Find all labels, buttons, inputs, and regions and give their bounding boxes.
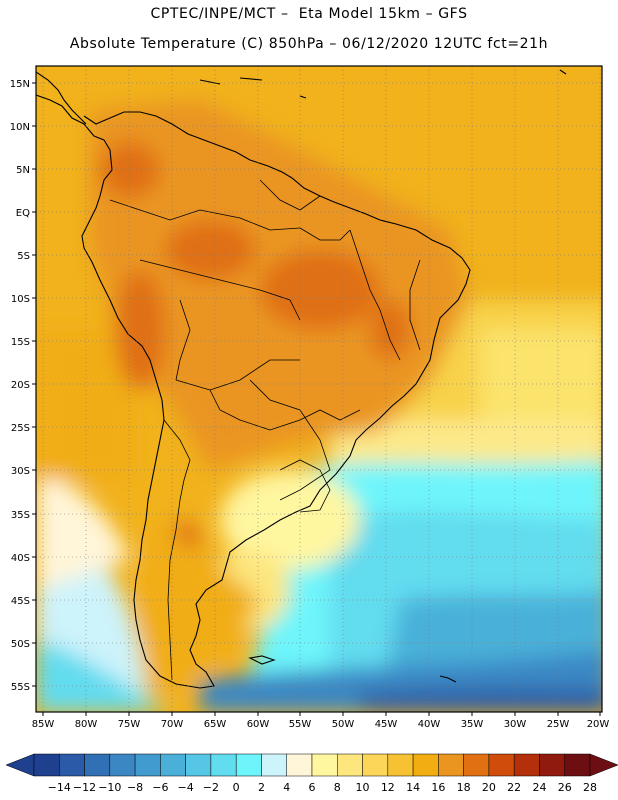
lon-label: 45W: [375, 719, 398, 730]
lon-label: 85W: [32, 719, 55, 730]
colorbar-label: 22: [507, 781, 521, 794]
colorbar-label: 2: [258, 781, 265, 794]
lon-label: 70W: [161, 719, 184, 730]
colorbar-label: −14: [48, 781, 71, 794]
lat-label: 50S: [11, 639, 30, 650]
colorbar-label: 12: [381, 781, 395, 794]
colorbar-label: −10: [98, 781, 121, 794]
lat-label: 55S: [11, 682, 30, 693]
colorbar-label: −6: [152, 781, 168, 794]
colorbar-segment: [286, 753, 313, 777]
colorbar-segment: [463, 753, 490, 777]
colorbar-label: 18: [457, 781, 471, 794]
lon-label: 50W: [332, 719, 355, 730]
lat-label: 10S: [11, 294, 30, 305]
colorbar-segment: [160, 753, 186, 777]
colorbar: −14 −12 −10 −8 −6 −4 −2 0 2 4 6 8 10 12 14 16 18 20 22 24 26…: [5, 753, 618, 794]
colorbar-segment: [109, 753, 136, 777]
map-title: CPTEC/INPE/MCT – Eta Model 15km – GFS: [150, 6, 468, 22]
lat-label: 40S: [11, 553, 30, 564]
lon-label: 35W: [461, 719, 484, 730]
lat-label: 5S: [17, 251, 30, 262]
lon-label: 30W: [504, 719, 527, 730]
lat-label: EQ: [16, 208, 30, 219]
lon-labels: 85W 80W 75W 70W 65W 60W 55W 50W 45W 40W …: [32, 719, 610, 730]
colorbar-segment: [337, 753, 363, 777]
lon-label: 25W: [547, 719, 570, 730]
temperature-field: [36, 66, 602, 712]
colorbar-segment: [387, 753, 414, 777]
colorbar-label: 4: [283, 781, 290, 794]
colorbar-segment: [84, 753, 111, 777]
lat-label: 45S: [11, 596, 30, 607]
colorbar-label: −8: [127, 781, 143, 794]
colorbar-segment: [311, 753, 338, 777]
colorbar-segment: [362, 753, 389, 777]
colorbar-label: −12: [73, 781, 96, 794]
lat-label: 10N: [10, 122, 30, 133]
colorbar-segment: [488, 753, 515, 777]
tick-marks: [32, 82, 601, 716]
colorbar-segment: [235, 753, 262, 777]
lat-label: 30S: [11, 466, 30, 477]
colorbar-label: 20: [482, 781, 496, 794]
lon-label: 65W: [204, 719, 227, 730]
lat-label: 20S: [11, 380, 30, 391]
colorbar-arrow-high: [589, 753, 618, 777]
lat-label: 25S: [11, 423, 30, 434]
plot-frame: [35, 65, 603, 713]
lon-label: 80W: [75, 719, 98, 730]
colorbar-label: 26: [558, 781, 572, 794]
lon-label: 60W: [247, 719, 270, 730]
colorbar-label: −2: [203, 781, 219, 794]
colorbar-label: 10: [356, 781, 370, 794]
colorbar-segment: [412, 753, 439, 777]
lon-label: 20W: [587, 719, 610, 730]
colorbar-segment: [59, 753, 85, 777]
colorbar-segment: [33, 753, 60, 777]
lon-label: 55W: [289, 719, 312, 730]
colorbar-segment: [134, 753, 161, 777]
colorbar-label: 6: [309, 781, 316, 794]
lat-label: 5N: [16, 165, 30, 176]
lat-label: 35S: [11, 510, 30, 521]
colorbar-segment: [513, 753, 540, 777]
colorbar-segment: [210, 753, 237, 777]
colorbar-arrow-low: [5, 753, 35, 777]
lat-label: 15N: [10, 79, 30, 90]
map-subtitle: Absolute Temperature (C) 850hPa – 06/12/…: [69, 36, 549, 52]
colorbar-segment: [564, 753, 591, 777]
colorbar-label: 8: [334, 781, 341, 794]
colorbar-label: 14: [406, 781, 420, 794]
lat-labels: 15N 10N 5N EQ 5S 10S 15S 20S 25S 30S 35S…: [10, 79, 30, 693]
colorbar-segment: [185, 753, 212, 777]
colorbar-segment: [438, 753, 464, 777]
lon-label: 40W: [418, 719, 441, 730]
colorbar-label: 16: [431, 781, 445, 794]
lat-label: 15S: [11, 337, 30, 348]
colorbar-label: 24: [532, 781, 546, 794]
colorbar-label: −4: [178, 781, 194, 794]
colorbar-segment: [261, 753, 287, 777]
colorbar-label: 28: [583, 781, 597, 794]
colorbar-segment: [539, 753, 565, 777]
lon-label: 75W: [118, 719, 141, 730]
colorbar-label: 0: [233, 781, 240, 794]
